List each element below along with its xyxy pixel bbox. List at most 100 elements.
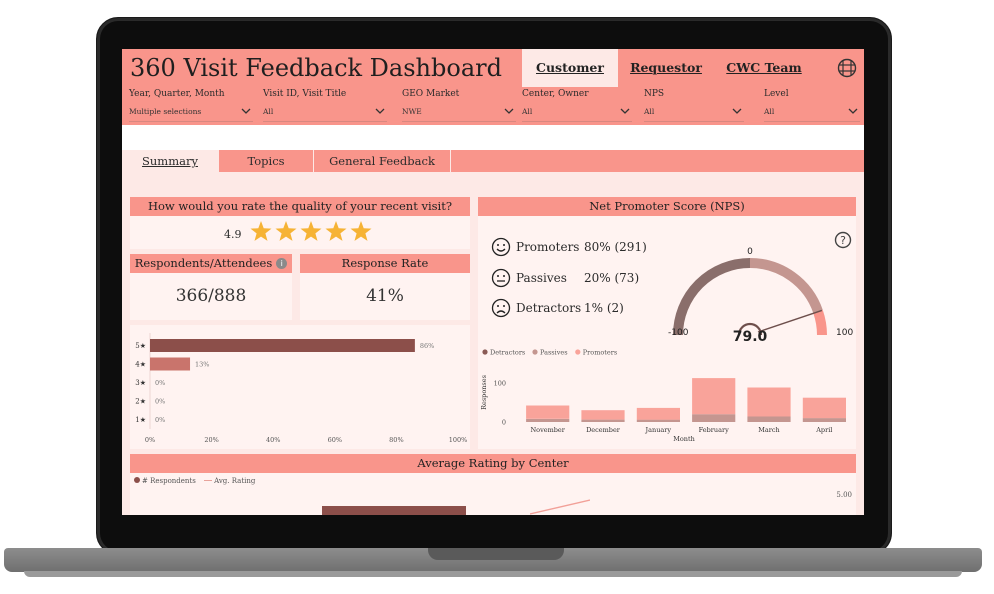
nps-passives-label: Passives [516, 271, 567, 285]
chevron-down-icon [732, 108, 742, 114]
respondents-card: Respondents/Attendees i 366/888 [130, 254, 292, 320]
legend-respondents: # Respondents [142, 477, 196, 485]
data-label: 0% [155, 398, 165, 406]
x-tick-label: March [758, 426, 779, 434]
filter-dropdown[interactable]: Multiple selections [129, 105, 253, 122]
chevron-down-icon [620, 108, 630, 114]
month-bar-segment[interactable] [636, 407, 680, 420]
month-bar-segment[interactable] [692, 414, 736, 422]
laptop-foot [24, 571, 962, 577]
y-tick-label: 100 [494, 379, 506, 387]
avg-rating-legend: # Respondents Avg. Rating [134, 477, 255, 485]
filter-dropdown[interactable]: All [263, 105, 387, 122]
star-bar[interactable] [150, 357, 191, 371]
x-tick-label: December [586, 426, 621, 434]
filter-label: Center, Owner [522, 89, 589, 99]
rating-value: 4.9 [224, 228, 242, 241]
data-label: 0% [155, 379, 165, 387]
y-tick-label: 0 [502, 419, 506, 427]
sad-face-icon [491, 298, 511, 318]
nps-passives-value: 20% (73) [584, 271, 640, 285]
gauge-arc-negative [673, 258, 751, 336]
rating-stars [250, 221, 372, 241]
filter-label: Year, Quarter, Month [129, 89, 225, 99]
x-tick-label: April [815, 426, 832, 434]
center-bar [322, 506, 466, 515]
month-bar-segment[interactable] [692, 378, 736, 415]
data-label: 0% [155, 416, 165, 424]
filter-value: All [764, 107, 775, 116]
tab-topics[interactable]: Topics [219, 150, 314, 172]
laptop-notch [428, 548, 564, 560]
month-bar-segment[interactable] [747, 387, 791, 417]
legend-label: Passives [540, 349, 568, 357]
filter-dropdown[interactable]: All [644, 105, 744, 122]
star-icon [275, 221, 297, 241]
gauge-hub [737, 322, 763, 336]
gauge-arc-remaining [813, 310, 827, 336]
filter-level: Level All [764, 87, 860, 125]
svg-text:?: ? [840, 234, 846, 247]
page-tabs: Summary Topics General Feedback [122, 150, 864, 172]
star-distribution-chart: 5★ 86% 4★ 13% 3★ 0% 2★ 0% 1★ 0% 0% 20% 40% 60% 80% 100% [135, 333, 468, 444]
month-bar-segment[interactable] [802, 418, 846, 422]
nps-promoters-value: 80% (291) [584, 240, 647, 254]
star-distribution-card: 5★ 86% 4★ 13% 3★ 0% 2★ 0% 1★ 0% 0% 20% 40% 60% 80% 100% [130, 325, 470, 449]
month-bar-segment[interactable] [581, 410, 625, 420]
filter-label: Level [764, 89, 789, 99]
x-tick-label: 80% [389, 436, 403, 444]
star-icon [300, 221, 322, 241]
nav-tab-requestor[interactable]: Requestor [630, 60, 702, 75]
legend-dot [134, 477, 140, 483]
filter-dropdown[interactable]: NWE [402, 105, 516, 122]
tab-summary[interactable]: Summary [122, 150, 219, 172]
filter-nps: NPS All [644, 87, 744, 125]
legend-dot [575, 349, 581, 355]
x-axis-title: Month [673, 435, 695, 443]
chevron-down-icon [848, 108, 858, 114]
filter-dropdown[interactable]: All [522, 105, 632, 122]
filter-dropdown[interactable]: All [764, 105, 860, 122]
filter-geo-market: GEO Market NWE [402, 87, 516, 125]
filter-label: NPS [644, 89, 665, 99]
legend-dot [532, 349, 538, 355]
filter-label: Visit ID, Visit Title [263, 89, 347, 99]
chevron-down-icon [375, 108, 385, 114]
gauge-max-label: 100 [836, 328, 853, 338]
legend-dot [482, 349, 488, 355]
quality-question: How would you rate the quality of your r… [130, 197, 470, 216]
nav-tab-customer[interactable]: Customer [522, 49, 618, 87]
month-bar-segment[interactable] [581, 419, 625, 422]
month-bar-segment[interactable] [802, 397, 846, 419]
category-label: 5★ [135, 342, 146, 350]
month-bar-segment[interactable] [526, 405, 570, 419]
x-tick-label: 20% [204, 436, 218, 444]
nps-detractors-label: Detractors [516, 301, 582, 315]
gauge-needle [757, 309, 823, 333]
page-title: 360 Visit Feedback Dashboard [130, 54, 502, 82]
x-tick-label: 100% [449, 436, 468, 444]
star-bar[interactable] [150, 339, 415, 352]
legend-label: Detractors [490, 349, 525, 357]
category-label: 4★ [135, 361, 146, 369]
respondents-label-wrap: Respondents/Attendees i [130, 254, 292, 273]
nav-tab-cwc-team[interactable]: CWC Team [726, 60, 802, 75]
happy-face-icon [491, 237, 511, 257]
category-label: 3★ [135, 379, 146, 387]
category-label: 1★ [135, 416, 146, 424]
tab-general-feedback[interactable]: General Feedback [314, 150, 451, 172]
chevron-down-icon [504, 108, 514, 114]
gauge-min-label: -100 [668, 328, 689, 338]
month-bar-segment[interactable] [636, 419, 680, 422]
month-bar-segment[interactable] [747, 416, 791, 423]
legend-avg-rating: Avg. Rating [214, 477, 256, 485]
month-bar-segment[interactable] [526, 418, 570, 422]
info-icon[interactable]: i [276, 258, 288, 269]
spacer-bar [122, 125, 864, 151]
x-tick-label: November [530, 426, 565, 434]
question-circle-icon[interactable]: ? [834, 231, 852, 249]
filter-center-owner: Center, Owner All [522, 87, 632, 125]
quality-card: How would you rate the quality of your r… [130, 197, 470, 249]
filter-bar: Year, Quarter, Month Multiple selections… [122, 87, 864, 125]
globe-grid-icon[interactable] [837, 58, 857, 78]
